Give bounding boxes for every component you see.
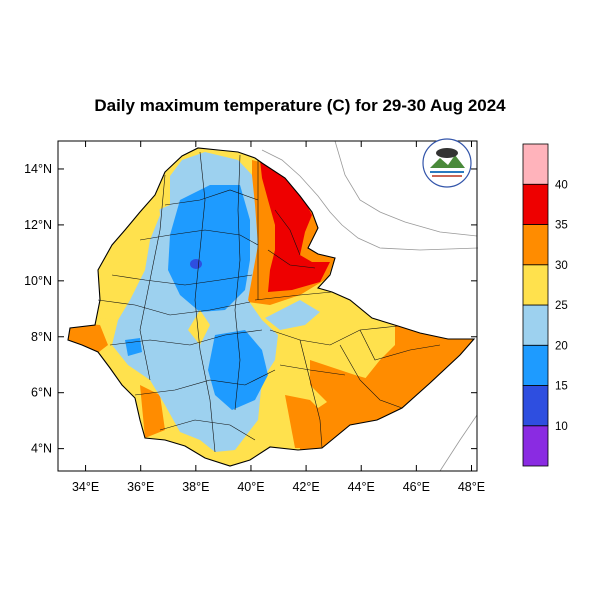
lat-tick-label: 12°N — [24, 218, 52, 232]
field-25-30-rift — [188, 310, 210, 345]
colorbar-label: 30 — [555, 260, 568, 272]
ethiopia-outline — [67, 147, 476, 467]
colorbar-label: 40 — [555, 179, 568, 191]
lat-tick-label: 6°N — [31, 386, 52, 400]
lon-tick-label: 44°E — [348, 480, 375, 494]
colorbar: 10 15 20 25 30 35 40 — [522, 143, 568, 467]
boundary-line — [111, 274, 253, 286]
field-10-15-peak — [190, 259, 202, 269]
boundary-line — [139, 229, 259, 246]
admin-boundaries — [97, 151, 441, 453]
lon-tick-label: 36°E — [127, 480, 154, 494]
boundary-line — [194, 151, 216, 453]
map-title: Daily maximum temperature (C) for 29-30 … — [94, 96, 506, 115]
field-25-30-western-lowland — [98, 260, 135, 320]
colorbar-bin — [522, 264, 549, 306]
lat-tick-label: 4°N — [31, 442, 52, 456]
boundary-line — [234, 154, 241, 411]
lon-tick-label: 40°E — [237, 480, 264, 494]
boundary-line — [164, 189, 259, 206]
colorbar-label: 25 — [555, 300, 568, 312]
lon-tick-label: 48°E — [458, 480, 485, 494]
boundary-line — [279, 364, 346, 376]
colorbar-bin — [522, 224, 549, 266]
boundary-line — [159, 419, 256, 441]
field-20-25-hararghe — [265, 300, 320, 330]
lon-tick-label: 38°E — [182, 480, 209, 494]
colorbar-bin — [522, 304, 549, 346]
colorbar-label: 10 — [555, 421, 568, 433]
boundary-line — [269, 325, 399, 346]
arabian-coastline — [334, 140, 478, 237]
boundary-line — [299, 339, 323, 449]
colorbar-label: 15 — [555, 381, 568, 393]
plot-frame — [57, 140, 478, 472]
boundary-line — [274, 209, 301, 256]
boundary-line — [139, 174, 166, 381]
colorbar-label: 20 — [555, 340, 568, 352]
lat-tick-label: 8°N — [31, 330, 52, 344]
field-15-20-north-central — [168, 185, 250, 312]
colorbar-bin — [522, 425, 549, 467]
boundary-line — [339, 344, 403, 409]
lat-tick-label: 14°N — [24, 162, 52, 176]
lon-tick-label: 42°E — [292, 480, 319, 494]
boundary-line — [359, 329, 441, 361]
colorbar-label: 35 — [555, 220, 568, 232]
axis-ticks: 34°E 36°E 38°E 40°E 42°E 44°E 46°E 48°E 14°N 12°N… — [24, 141, 485, 494]
field-15-20-south-central — [208, 330, 268, 410]
boundary-line — [97, 299, 251, 316]
lon-tick-label: 46°E — [403, 480, 430, 494]
red-sea-gulf-coastline — [261, 149, 479, 251]
somalia-coastline — [439, 414, 478, 472]
lon-tick-label: 34°E — [72, 480, 99, 494]
colorbar-bin — [522, 385, 549, 427]
field-30-35-ogaden — [310, 360, 400, 418]
boundary-line — [267, 249, 316, 269]
colorbar-bin — [522, 344, 549, 386]
lat-tick-label: 10°N — [24, 274, 52, 288]
ethiopian-meteorology-institute-logo — [422, 138, 472, 188]
boundary-line — [134, 369, 276, 396]
field-35-40-danakil — [260, 160, 330, 292]
field-30-35-south — [285, 395, 330, 448]
field-30-35-southwest — [140, 385, 165, 438]
colorbar-bin — [522, 143, 549, 185]
neighbor-boundaries — [261, 140, 479, 472]
boundary-line — [254, 291, 333, 301]
colorbar-bin — [522, 183, 549, 225]
